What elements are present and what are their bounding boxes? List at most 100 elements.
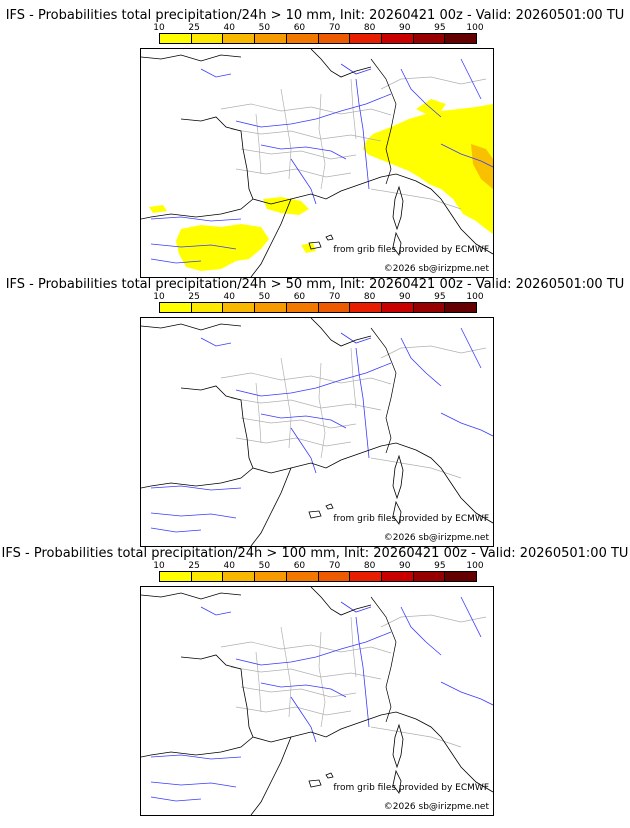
precip-area-north-alps [416,99,446,114]
coastline [141,323,242,331]
precip-map: from grib files provided by ECMWF ©2026 … [140,317,494,547]
precip-map: from grib files provided by ECMWF ©2026 … [140,48,494,278]
river [235,631,392,666]
coastline [250,198,292,277]
colorbar-tick-label: 95 [434,23,446,33]
river [400,337,442,387]
river [460,327,482,369]
colorbar-tick-label: 50 [258,292,271,302]
colorbar-tick-label: 70 [328,23,341,33]
coastline [252,721,362,743]
admin-border [240,686,357,698]
admin-border [370,188,462,210]
data-credit: from grib files provided by ECMWF [333,514,489,524]
copyright: ©2026 sb@irizpme.net [383,533,489,543]
admin-border [280,626,292,718]
river [340,601,372,613]
admin-border [235,706,352,716]
colorbar-tick-label: 25 [188,23,200,33]
admin-border [350,347,357,409]
colorbar-segment [191,303,224,312]
river [290,696,317,743]
colorbar-segment [318,572,351,581]
admin-border [240,417,357,429]
panel-title: IFS - Probabilities total precipitation/… [1,546,629,561]
river [150,527,202,533]
colorbar-segment [223,34,256,43]
coastline [141,54,242,62]
colorbar-segment [381,572,414,581]
river [260,682,347,698]
admin-border [220,103,392,116]
river [440,412,493,437]
river [340,63,372,75]
admin-border [380,345,487,359]
colorbar-tick-label: 90 [399,561,411,571]
coastline [308,510,322,519]
admin-border [280,357,292,449]
colorbar-segment [318,303,351,312]
river [200,68,232,78]
precip-area-west [149,205,167,213]
river [150,512,237,519]
coastline [308,779,322,788]
colorbar-tick-label: 25 [188,561,200,571]
colorbar-segment [286,572,319,581]
colorbar-tick-label: 10 [153,561,165,571]
river [460,58,482,100]
colorbar-segment [318,34,351,43]
river [290,158,317,205]
colorbar-labels: 10 25 40 50 60 70 80 90 95 100 [153,292,483,302]
coastline [392,723,404,769]
colorbar-segment [413,303,446,312]
colorbar-segment [160,34,192,43]
precip-area-balearic [301,243,316,253]
map-canvas [141,587,493,815]
coastline [308,241,322,250]
colorbar-segment [255,572,287,581]
coastline [240,399,254,469]
colorbar-tick-label: 100 [466,23,484,33]
admin-border [318,93,326,190]
colorbar-segment [286,34,319,43]
precip-area-alps [363,104,493,234]
coastline [360,711,493,793]
precip-area-spain [176,224,269,271]
probability-colorbar [159,302,477,313]
country-border [370,596,397,723]
colorbar-tick-label: 95 [434,561,446,571]
river [200,606,232,616]
map-panel-50mm: IFS - Probabilities total precipitation/… [0,277,630,547]
map-panel-100mm: IFS - Probabilities total precipitation/… [0,546,630,816]
colorbar-tick-label: 50 [258,23,271,33]
admin-border [380,614,487,628]
colorbar-labels: 10 25 40 50 60 70 80 90 95 100 [153,23,483,33]
map-canvas [141,318,493,546]
colorbar-segment [223,572,256,581]
colorbar-segment [445,303,477,312]
admin-border [318,631,326,728]
coastline [240,130,254,200]
coastline [250,736,292,815]
admin-border [235,168,352,178]
data-credit: from grib files provided by ECMWF [333,783,489,793]
river [460,596,482,638]
colorbar-tick-label: 25 [188,292,200,302]
coastline [141,736,254,758]
colorbar-tick-label: 70 [328,292,341,302]
coastline [240,668,254,738]
colorbar-tick-label: 70 [328,561,341,571]
coastline [325,772,334,779]
coastline [310,49,372,78]
map-panel-10mm: IFS - Probabilities total precipitation/… [0,8,630,278]
colorbar-segment [255,303,287,312]
coastline [252,452,362,474]
colorbar-segment [160,303,192,312]
colorbar-segment [223,303,256,312]
admin-border [220,372,392,385]
colorbar-segment [160,572,192,581]
river [260,144,347,160]
precip-map: from grib files provided by ECMWF ©2026 … [140,586,494,816]
colorbar-tick-label: 100 [466,561,484,571]
admin-border [230,128,382,142]
